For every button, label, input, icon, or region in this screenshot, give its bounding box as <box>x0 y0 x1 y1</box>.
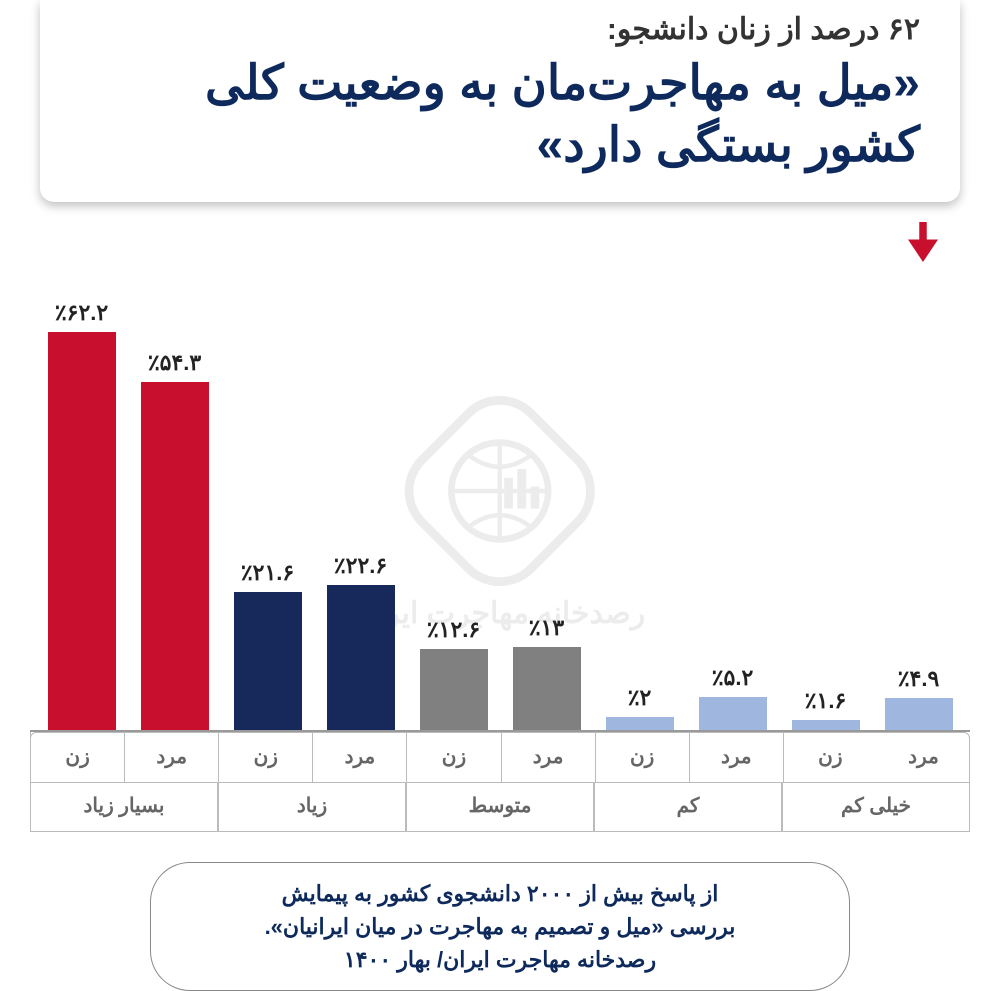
bar-wrap: ٪۱۳ <box>500 282 593 730</box>
bar-value-label: ٪۱.۶ <box>805 688 847 714</box>
bar-wrap: ٪۲۱.۶ <box>221 282 314 730</box>
bar-wrap: ٪۲ <box>593 282 686 730</box>
bar <box>606 717 674 730</box>
bar-row: ٪۴.۹ ٪۱.۶ ٪۵.۲ ٪۲ ٪۱۳ ٪۱۲.۶ ٪۲۲.۶ ٪۲۱.۶ ٪۵۴.۳ ٪۶۲… <box>30 282 970 730</box>
axis-category-label: زیاد <box>218 782 406 832</box>
header-card: ۶۲ درصد از زنان دانشجو: «میل به مهاجرت‌م… <box>40 0 960 202</box>
bar <box>327 585 395 730</box>
bar-wrap: ٪۱.۶ <box>779 282 872 730</box>
axis-gender-label: مرد <box>877 732 970 782</box>
bar-wrap: ٪۵۴.۳ <box>128 282 221 730</box>
bar-wrap: ٪۶۲.۲ <box>35 282 128 730</box>
bar <box>48 332 116 730</box>
axis-category-label: متوسط <box>406 782 594 832</box>
footer-card: از پاسخ بیش از ۲۰۰۰ دانشجوی کشور به پیما… <box>150 862 850 991</box>
chart-plot: ٪۴.۹ ٪۱.۶ ٪۵.۲ ٪۲ ٪۱۳ ٪۱۲.۶ ٪۲۲.۶ ٪۲۱.۶ ٪۵۴.۳ ٪۶۲… <box>30 282 970 732</box>
bar-value-label: ٪۶۲.۲ <box>55 300 108 326</box>
bar <box>885 698 953 729</box>
bar <box>420 649 488 730</box>
bar-value-label: ٪۲ <box>628 685 652 711</box>
axis-gender-label: مرد <box>501 732 595 782</box>
bar-value-label: ٪۵۴.۳ <box>148 350 201 376</box>
axis-gender-label: مرد <box>124 732 218 782</box>
axis-gender-label: زن <box>406 732 500 782</box>
axis-category-label: خیلی کم <box>782 782 970 832</box>
axis-gender-label: زن <box>783 732 877 782</box>
bar-value-label: ٪۴.۹ <box>898 666 940 692</box>
axis-category-label: بسیار زیاد <box>30 782 218 832</box>
axis-gender-label: زن <box>30 732 124 782</box>
bar <box>141 382 209 730</box>
header-subtitle: ۶۲ درصد از زنان دانشجو: <box>80 12 920 47</box>
axis-category-row: خیلی کمکممتوسطزیادبسیار زیاد <box>30 782 970 832</box>
bar-wrap: ٪۲۲.۶ <box>314 282 407 730</box>
footer-line-1: از پاسخ بیش از ۲۰۰۰ دانشجوی کشور به پیما… <box>181 877 819 910</box>
bar-value-label: ٪۵.۲ <box>712 665 754 691</box>
bar <box>234 592 302 730</box>
axis-category-label: کم <box>594 782 782 832</box>
bar-value-label: ٪۲۱.۶ <box>241 560 294 586</box>
bar-wrap: ٪۱۲.۶ <box>407 282 500 730</box>
bar-value-label: ٪۱۳ <box>529 615 564 641</box>
bar-value-label: ٪۲۲.۶ <box>334 553 387 579</box>
footer-line-3: رصدخانه مهاجرت ایران/ بهار ۱۴۰۰ <box>181 943 819 976</box>
axis-gender-label: مرد <box>312 732 406 782</box>
axis-gender-row: مردزنمردزنمردزنمردزنمردزن <box>30 732 970 782</box>
bar-wrap: ٪۴.۹ <box>872 282 965 730</box>
axis-gender-label: زن <box>595 732 689 782</box>
axis-gender-label: زن <box>218 732 312 782</box>
bar-value-label: ٪۱۲.۶ <box>427 617 480 643</box>
bar <box>699 697 767 730</box>
footer-line-2: بررسی «میل و تصمیم به مهاجرت در میان ایر… <box>181 910 819 943</box>
bar-chart: رصدخانه مهاجرت ایران ٪۴.۹٪۱.۶٪۵.۲٪۲٪۱۳٪۱… <box>30 282 970 842</box>
highlight-arrow-icon <box>908 222 938 262</box>
header-title: «میل به مهاجرت‌مان به وضعیت کلی کشور بست… <box>80 53 920 178</box>
bar-wrap: ٪۵.۲ <box>686 282 779 730</box>
bar <box>513 647 581 730</box>
bar <box>792 720 860 730</box>
axis-gender-label: مرد <box>689 732 783 782</box>
